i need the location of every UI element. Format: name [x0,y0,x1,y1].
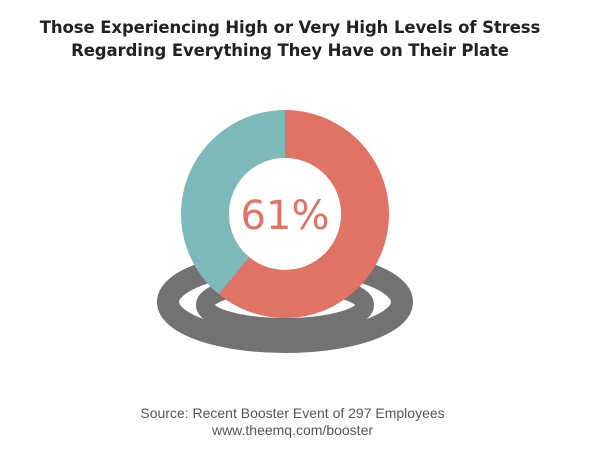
donut-slice-2 [180,110,285,295]
chart-title-line-2: Regarding Everything They Have on Their … [71,41,509,60]
source-url: www.theemq.com/booster [211,422,374,438]
donut-slices [180,110,389,318]
chart-title: Those Experiencing High or Very High Lev… [0,16,580,62]
center-percentage-label: 61% [241,193,330,239]
donut-slice-1 [218,110,389,318]
source-line: Source: Recent Booster Event of 297 Empl… [140,405,445,421]
chart-title-line-1: Those Experiencing High or Very High Lev… [39,18,541,37]
source-note: Source: Recent Booster Event of 297 Empl… [0,405,585,439]
donut-hole [229,158,341,270]
